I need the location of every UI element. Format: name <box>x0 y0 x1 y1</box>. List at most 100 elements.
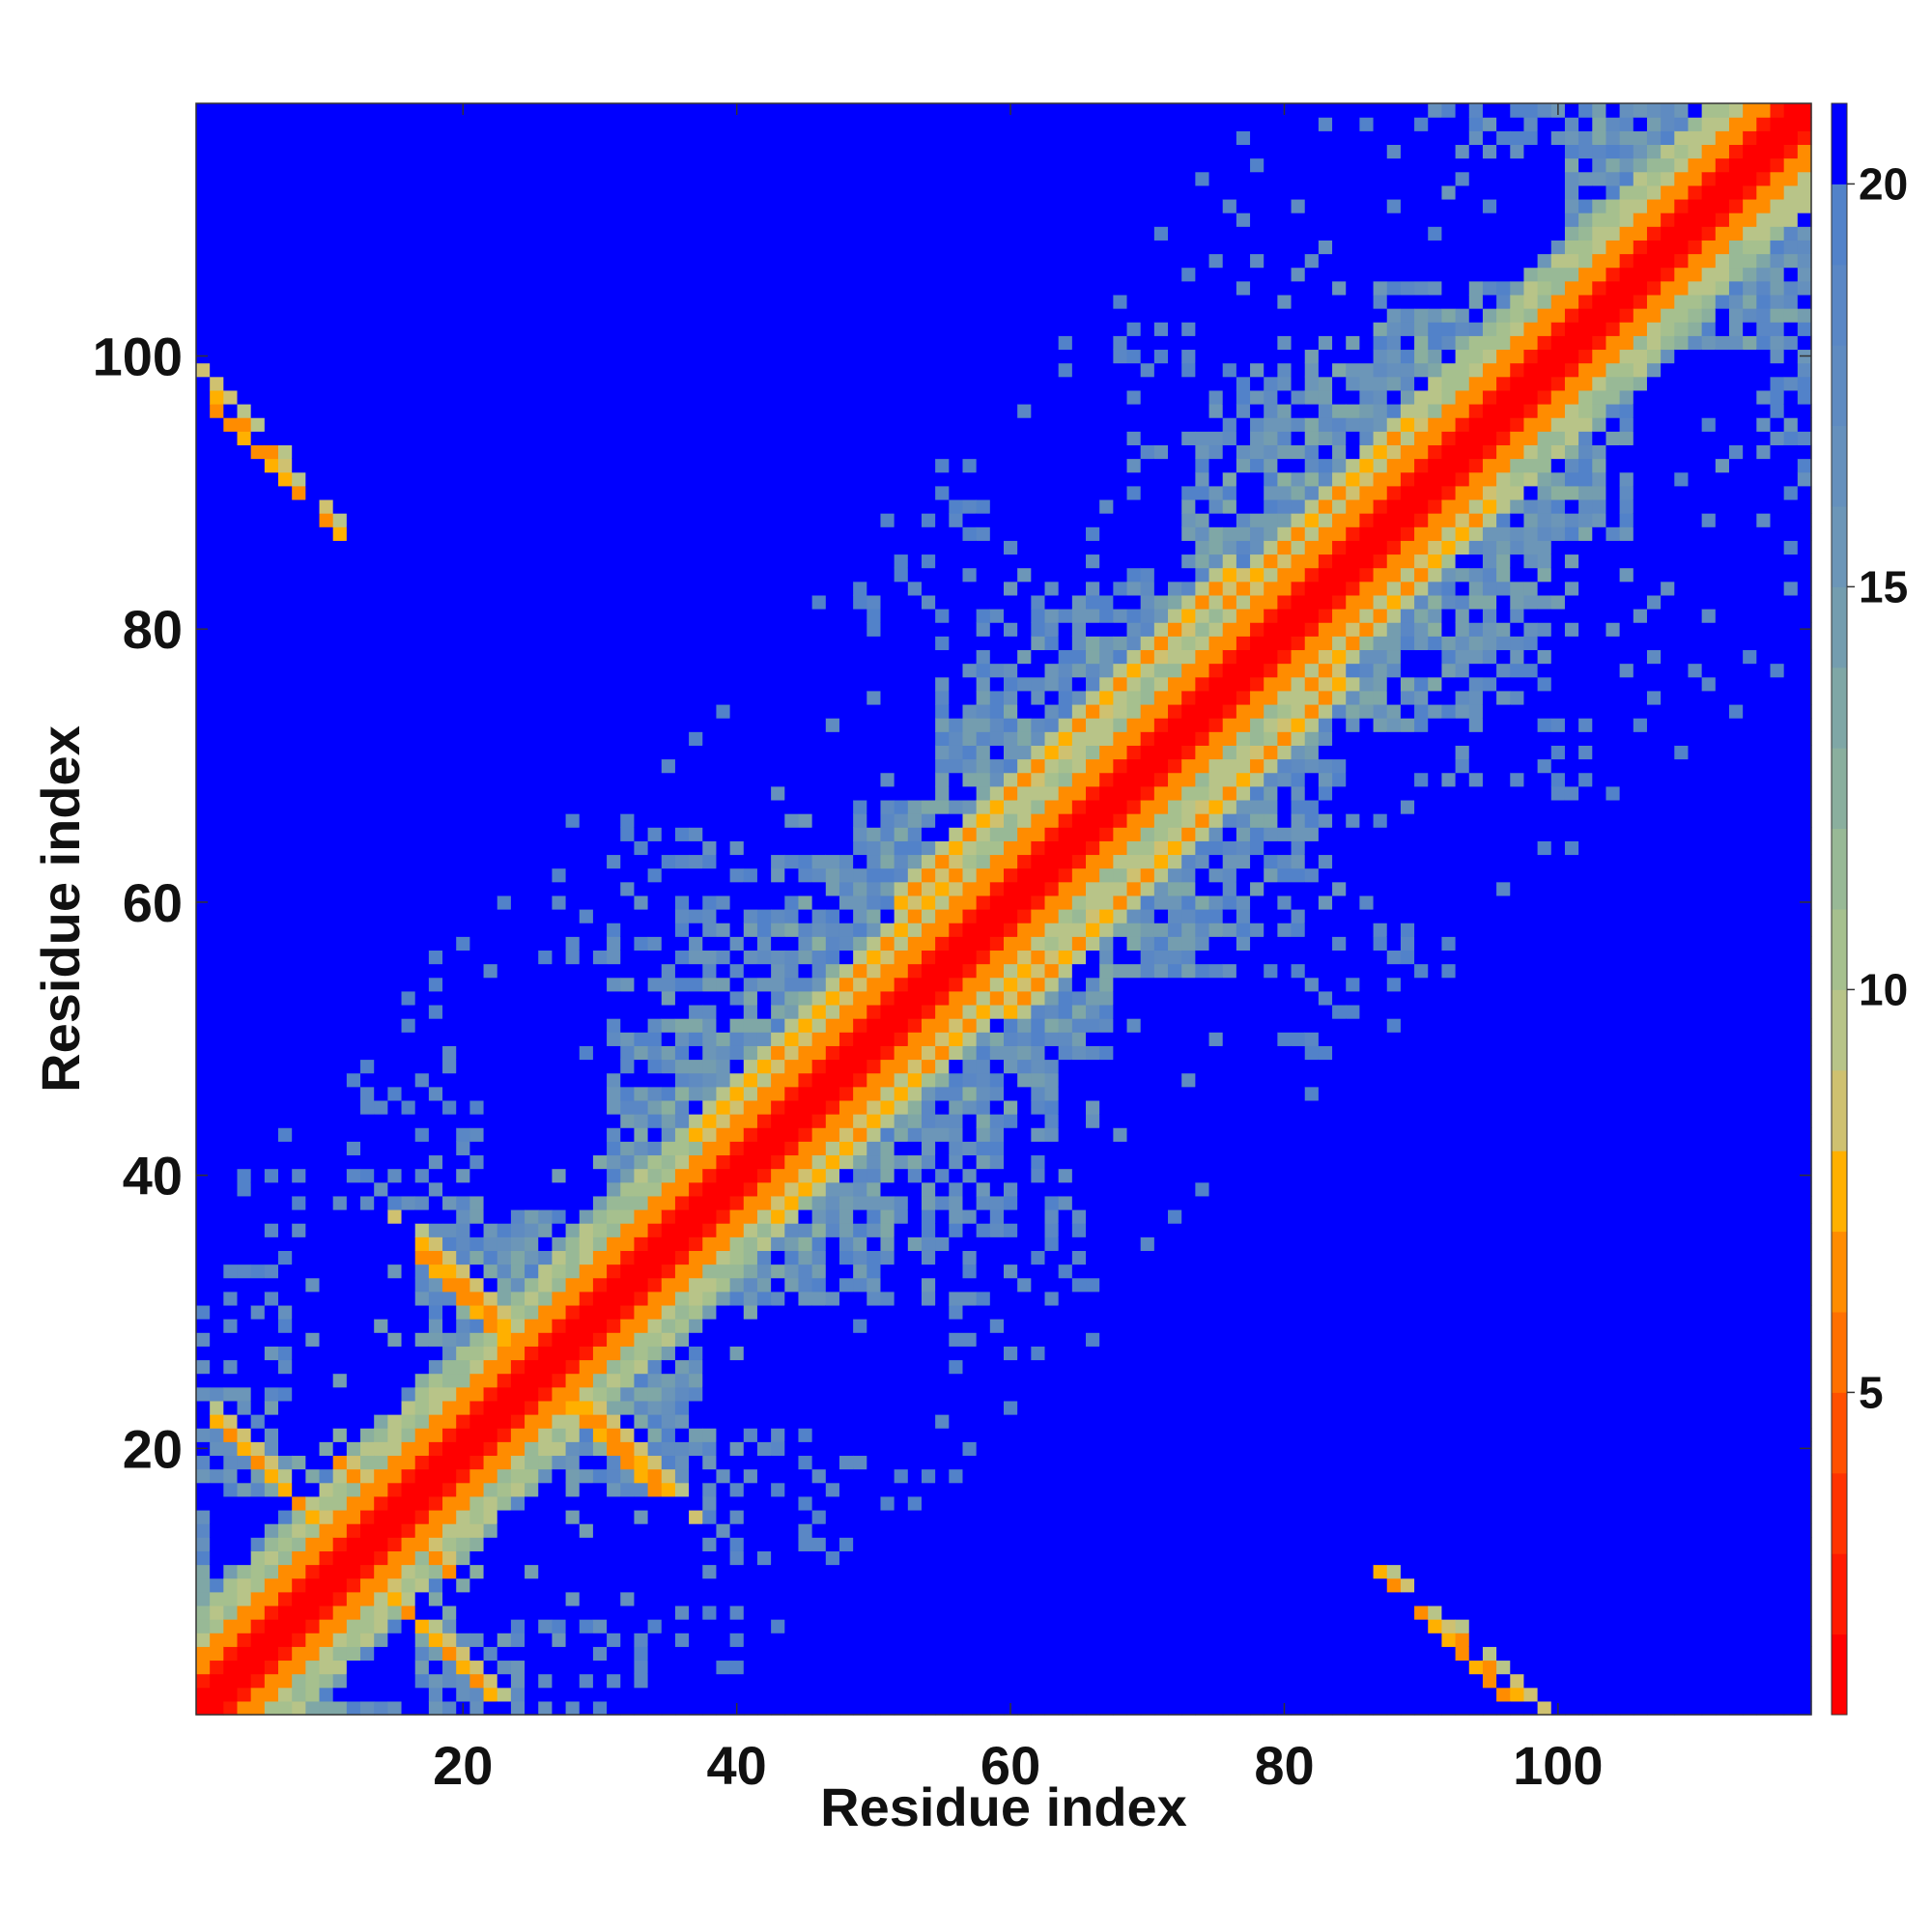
heatmap-cell <box>332 1099 348 1115</box>
heatmap-cell <box>525 758 539 774</box>
heatmap-cell <box>346 1018 361 1033</box>
heatmap-cell <box>620 554 636 569</box>
heatmap-cell <box>538 431 554 445</box>
heatmap-cell <box>689 1550 703 1566</box>
heatmap-cell <box>401 1619 416 1634</box>
heatmap-cell <box>428 1468 443 1484</box>
heatmap-cell <box>414 280 430 296</box>
heatmap-cell <box>374 977 388 992</box>
heatmap-cell <box>346 923 361 937</box>
heatmap-cell <box>401 253 416 269</box>
heatmap-cell <box>237 471 252 487</box>
heatmap-cell <box>565 1045 581 1061</box>
heatmap-cell <box>674 1660 690 1675</box>
heatmap-cell <box>374 1564 388 1579</box>
heatmap-cell <box>538 1236 554 1251</box>
heatmap-cell <box>387 253 403 269</box>
heatmap-cell <box>278 731 293 746</box>
heatmap-cell <box>250 185 266 200</box>
heatmap-cell <box>497 1059 512 1074</box>
heatmap-cell <box>305 376 321 391</box>
heatmap-cell <box>332 1633 348 1647</box>
heatmap-cell <box>360 609 375 623</box>
heatmap-cell <box>442 471 457 487</box>
heatmap-cell <box>674 594 690 610</box>
heatmap-cell <box>743 1660 758 1675</box>
heatmap-cell <box>456 1223 470 1237</box>
heatmap-cell <box>552 867 567 883</box>
heatmap-cell <box>278 990 293 1006</box>
heatmap-cell <box>716 772 731 787</box>
heatmap-cell <box>592 376 608 391</box>
heatmap-cell <box>743 936 758 952</box>
heatmap-cell <box>592 1509 608 1524</box>
heatmap-cell <box>332 198 348 213</box>
heatmap-cell <box>237 1660 252 1675</box>
heatmap-cell <box>592 690 608 705</box>
heatmap-cell <box>565 1591 581 1606</box>
heatmap-cell <box>497 923 512 937</box>
heatmap-cell <box>565 977 581 992</box>
heatmap-cell <box>332 703 348 719</box>
heatmap-cell <box>592 458 608 473</box>
heatmap-cell <box>510 171 526 186</box>
heatmap-cell <box>702 923 718 937</box>
heatmap-cell <box>196 335 211 351</box>
heatmap-cell <box>332 1319 348 1333</box>
heatmap-cell <box>634 389 649 405</box>
heatmap-cell <box>565 1236 581 1251</box>
heatmap-cell <box>689 813 703 828</box>
heatmap-cell <box>332 1072 348 1088</box>
heatmap-cell <box>387 1550 403 1566</box>
heatmap-cell <box>237 772 252 787</box>
heatmap-cell <box>756 840 772 856</box>
heatmap-cell <box>674 1633 690 1647</box>
heatmap-cell <box>716 1673 731 1689</box>
heatmap-cell <box>401 1687 416 1702</box>
heatmap-cell <box>756 294 772 309</box>
heatmap-cell <box>702 198 718 213</box>
heatmap-cell <box>565 909 581 923</box>
heatmap-cell <box>428 895 443 910</box>
heatmap-cell <box>332 718 348 732</box>
heatmap-cell <box>250 171 266 186</box>
heatmap-cell <box>771 1687 785 1702</box>
heatmap-cell <box>360 977 375 992</box>
heatmap-cell <box>401 417 416 432</box>
heatmap-cell <box>634 703 649 719</box>
heatmap-cell <box>756 540 772 555</box>
heatmap-cell <box>620 977 636 992</box>
heatmap-cell <box>579 117 594 131</box>
heatmap-cell <box>538 1633 554 1647</box>
heatmap-cell <box>483 827 498 841</box>
heatmap-cell <box>510 609 526 623</box>
heatmap-cell <box>414 1386 430 1402</box>
heatmap-cell <box>374 799 388 814</box>
heatmap-cell <box>483 1564 498 1579</box>
heatmap-cell <box>428 1236 443 1251</box>
heatmap-cell <box>278 799 293 814</box>
heatmap-cell <box>223 1468 239 1484</box>
heatmap-cell <box>442 1386 457 1402</box>
heatmap-cell <box>661 1236 676 1251</box>
heatmap-cell <box>264 1605 279 1620</box>
heatmap-cell <box>332 117 348 131</box>
heatmap-cell <box>401 1223 416 1237</box>
heatmap-cell <box>579 540 594 555</box>
heatmap-cell <box>716 198 731 213</box>
heatmap-cell <box>374 1468 388 1484</box>
heatmap-cell <box>634 567 649 582</box>
heatmap-cell <box>538 745 554 760</box>
heatmap-cell <box>771 1236 785 1251</box>
heatmap-cell <box>661 458 676 473</box>
heatmap-cell <box>428 990 443 1006</box>
heatmap-cell <box>497 1141 512 1156</box>
heatmap-cell <box>346 1537 361 1551</box>
heatmap-cell <box>592 676 608 692</box>
heatmap-cell <box>428 198 443 213</box>
heatmap-cell <box>305 335 321 351</box>
heatmap-cell <box>346 362 361 378</box>
heatmap-cell <box>716 827 731 841</box>
heatmap-cell <box>674 431 690 445</box>
heatmap-cell <box>346 1004 361 1019</box>
